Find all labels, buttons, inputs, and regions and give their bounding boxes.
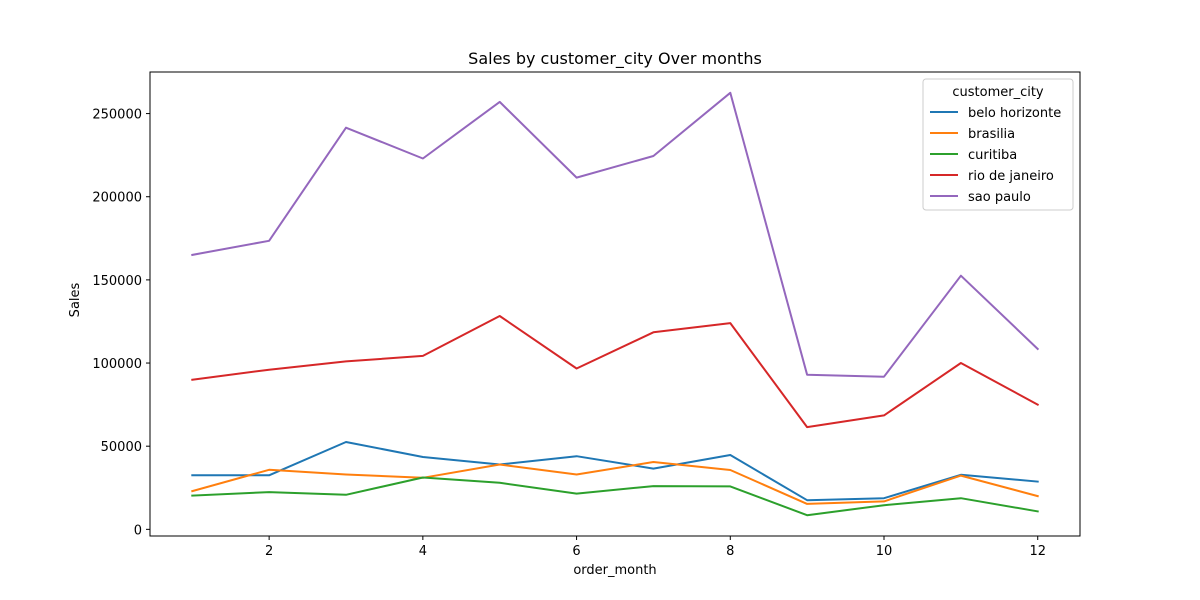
x-tick-label: 12 bbox=[1029, 544, 1046, 559]
legend-title: customer_city bbox=[952, 85, 1044, 100]
legend-box bbox=[922, 78, 1074, 211]
x-tick-label: 2 bbox=[265, 544, 273, 559]
y-tick-label: 150000 bbox=[92, 274, 142, 289]
series-line-rio-de-janeiro bbox=[191, 315, 1040, 429]
y-tick-label: 50000 bbox=[101, 440, 142, 455]
legend-label-brasilia: brasilia bbox=[968, 127, 1015, 142]
y-tick-label: 250000 bbox=[92, 108, 142, 123]
chart-title: Sales by customer_city Over months bbox=[468, 49, 762, 69]
y-tick-label: 200000 bbox=[92, 191, 142, 206]
x-tick-label: 8 bbox=[726, 544, 734, 559]
legend: customer_city belo horizonte brasilia curi… bbox=[922, 78, 1074, 211]
series-lines bbox=[191, 91, 1040, 517]
legend-label-curitiba: curitiba bbox=[968, 148, 1017, 163]
series-line-sao-paulo bbox=[191, 91, 1040, 378]
legend-entries: belo horizonte brasilia curitiba rio de jan… bbox=[930, 106, 1061, 205]
x-axis-ticks: 2 4 6 8 10 12 bbox=[265, 536, 1046, 559]
y-tick-label: 100000 bbox=[92, 357, 142, 372]
plot-frame bbox=[149, 71, 1081, 537]
plot-area bbox=[149, 71, 1081, 537]
x-tick-label: 6 bbox=[572, 544, 580, 559]
series-line-curitiba bbox=[191, 476, 1039, 517]
y-tick-label: 0 bbox=[134, 523, 142, 538]
legend-label-sao-paulo: sao paulo bbox=[968, 190, 1031, 205]
y-axis-label: Sales bbox=[68, 282, 83, 317]
x-tick-label: 10 bbox=[876, 544, 893, 559]
legend-label-belo-horizonte: belo horizonte bbox=[968, 106, 1061, 121]
series-line-brasilia bbox=[191, 461, 1039, 505]
x-axis-label: order_month bbox=[573, 563, 656, 578]
series-line-belo-horizonte bbox=[191, 441, 1039, 502]
x-tick-label: 4 bbox=[419, 544, 427, 559]
legend-label-rio-de-janeiro: rio de janeiro bbox=[968, 169, 1054, 184]
y-axis-ticks: 0 50000 100000 150000 200000 250000 bbox=[92, 108, 150, 538]
